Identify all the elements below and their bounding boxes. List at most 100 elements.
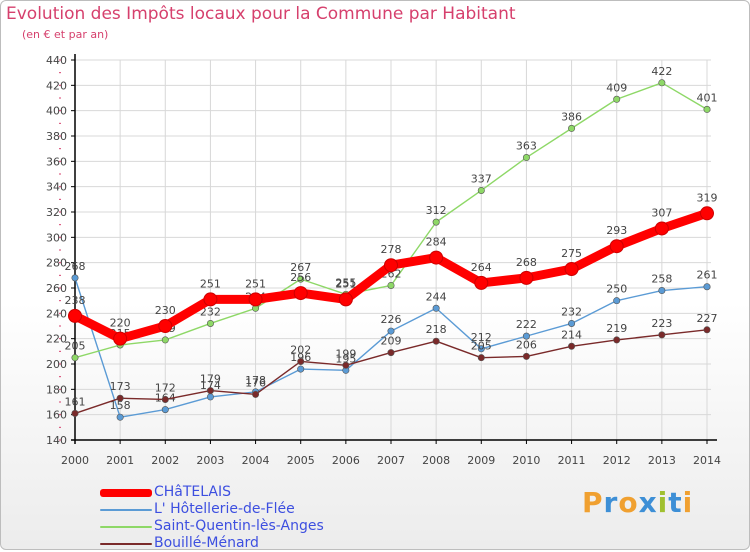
data-point [71, 274, 79, 282]
data-label: 244 [426, 290, 447, 303]
data-point [568, 342, 576, 350]
data-point [387, 349, 395, 357]
data-label: 251 [335, 277, 356, 290]
data-label: 205 [471, 340, 492, 353]
x-tick-label: 2006 [332, 454, 360, 467]
data-label: 255 [335, 276, 356, 289]
data-point [68, 308, 82, 323]
brand-logo: Proxiti [582, 486, 693, 519]
data-label: 174 [200, 379, 221, 392]
data-point [113, 331, 128, 346]
data-point [477, 354, 485, 362]
legend-swatch [100, 488, 152, 497]
data-point [658, 287, 666, 295]
data-label: 258 [651, 273, 672, 286]
data-label: 158 [110, 399, 131, 412]
data-label: 220 [110, 317, 131, 330]
data-label: 195 [335, 352, 356, 365]
brand-letter: i [657, 486, 669, 519]
data-point [522, 352, 530, 360]
y-tick-label: 160 [46, 409, 67, 422]
data-label: 179 [200, 373, 221, 386]
data-label: 267 [290, 261, 311, 274]
data-label: 227 [697, 312, 718, 325]
data-label: 401 [697, 91, 718, 104]
data-label: 275 [561, 247, 582, 260]
data-label: 161 [65, 395, 86, 408]
x-tick-label: 2001 [106, 454, 134, 467]
y-tick-label: 340 [46, 181, 67, 194]
data-label: 232 [561, 305, 582, 318]
data-label: 212 [471, 331, 492, 344]
brand-letter: x [638, 486, 658, 519]
legend-label: L' Hôtellerie-de-Flée [154, 501, 295, 517]
data-label: 214 [561, 328, 582, 341]
data-label: 172 [155, 381, 176, 394]
data-label: 230 [155, 304, 176, 317]
data-point [203, 292, 218, 307]
data-label: 422 [651, 65, 672, 78]
y-tick-label: 140 [46, 434, 67, 447]
brand-letter: P [582, 486, 604, 519]
x-tick-label: 2008 [422, 454, 450, 467]
x-tick-label: 2003 [196, 454, 224, 467]
data-point [519, 270, 534, 285]
legend-label: Bouillé-Ménard [154, 535, 259, 551]
y-tick-label: 420 [46, 79, 67, 92]
data-label: 386 [561, 110, 582, 123]
y-tick-label: 320 [46, 206, 67, 219]
data-label: 250 [606, 283, 627, 296]
data-label: 268 [65, 260, 86, 273]
data-point [429, 250, 444, 265]
y-tick-label: 400 [46, 105, 67, 118]
data-point [161, 406, 169, 414]
x-tick-label: 2009 [467, 454, 495, 467]
data-point [613, 336, 621, 344]
data-label: 223 [651, 317, 672, 330]
x-tick-label: 2011 [558, 454, 586, 467]
data-label: 226 [381, 313, 402, 326]
brand-letter: r [603, 486, 619, 519]
data-point [158, 319, 173, 333]
data-point [564, 262, 579, 276]
data-label: 205 [65, 340, 86, 353]
data-label: 251 [200, 277, 221, 290]
x-tick-label: 2014 [693, 454, 721, 467]
data-point [522, 332, 530, 340]
data-point [387, 327, 395, 335]
data-point [297, 365, 305, 373]
data-point [474, 275, 489, 290]
data-label: 319 [697, 191, 718, 204]
data-point [568, 124, 576, 132]
data-label: 307 [651, 206, 672, 219]
data-point [293, 286, 308, 301]
data-point [252, 390, 260, 398]
y-tick-label: 380 [46, 130, 67, 143]
legend: CHâTELAIS L' Hôtellerie-de-Flée Saint-Quen… [100, 484, 324, 552]
data-label: 363 [516, 140, 537, 153]
data-point [568, 319, 576, 327]
data-point [703, 326, 711, 334]
data-point [297, 275, 305, 283]
data-point [342, 361, 350, 369]
data-label: 218 [426, 323, 447, 336]
x-tick-label: 2007 [377, 454, 405, 467]
data-label: 196 [290, 351, 311, 364]
data-point [703, 283, 711, 291]
data-point [71, 354, 79, 362]
brand-letter: i [682, 486, 694, 519]
data-label: 409 [606, 81, 627, 94]
data-label: 293 [606, 224, 627, 237]
data-point [387, 281, 395, 289]
data-point [700, 206, 714, 221]
chart-title: Evolution des Impôts locaux pour la Comm… [6, 4, 516, 24]
data-label: 278 [381, 243, 402, 256]
data-label: 232 [200, 305, 221, 318]
data-point [248, 292, 263, 307]
chart-subtitle: (en € et par an) [22, 28, 109, 41]
data-label: 312 [426, 204, 447, 217]
data-point [206, 393, 214, 401]
data-point [384, 258, 398, 273]
data-label: 199 [335, 347, 356, 360]
